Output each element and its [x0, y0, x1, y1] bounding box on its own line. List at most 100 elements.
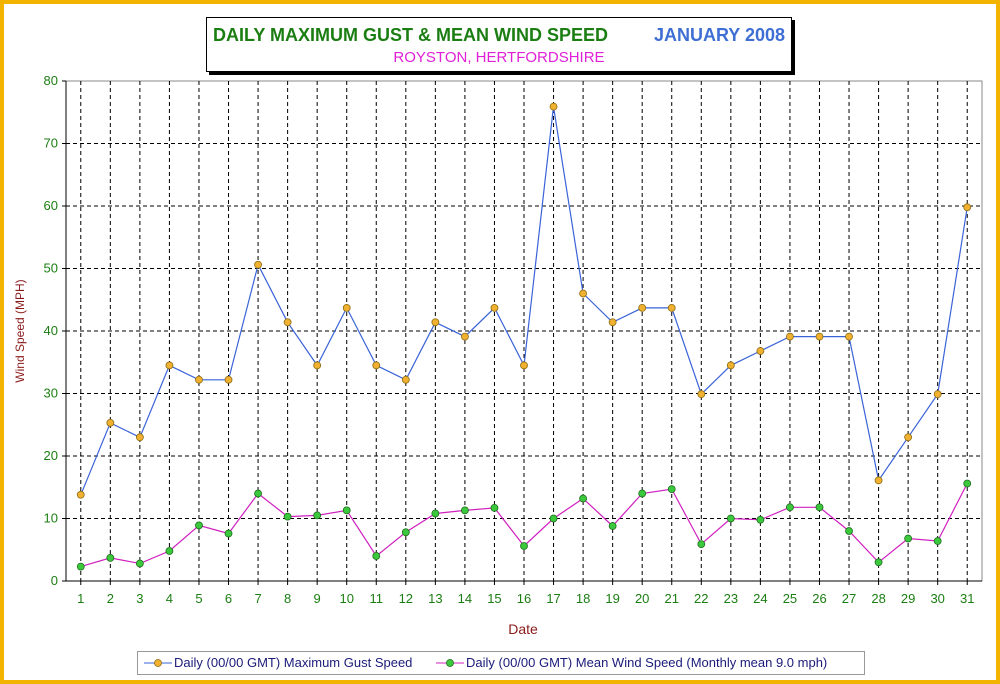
- x-tick-label: 5: [195, 591, 202, 606]
- data-point-mean: [165, 547, 174, 555]
- data-point-gust: [342, 303, 351, 312]
- data-point-gust: [401, 375, 410, 384]
- data-point-mean: [963, 479, 972, 488]
- data-point-gust: [461, 332, 469, 341]
- y-tick-label: 80: [44, 73, 58, 88]
- data-point-gust: [845, 332, 853, 341]
- data-point-mean: [520, 542, 528, 550]
- data-point-gust: [963, 203, 972, 212]
- data-point-gust: [579, 289, 587, 298]
- data-point-mean: [608, 522, 617, 530]
- y-tick-label: 20: [44, 448, 58, 463]
- chart-period: JANUARY 2008: [653, 25, 785, 45]
- x-tick-label: 11: [370, 591, 384, 606]
- data-point-mean: [135, 559, 144, 568]
- data-point-gust: [135, 433, 144, 442]
- data-point-mean: [638, 489, 647, 498]
- x-tick-label: 13: [428, 591, 442, 606]
- y-tick-label: 10: [44, 511, 58, 526]
- data-point-gust: [904, 433, 913, 442]
- data-point-mean: [786, 503, 794, 512]
- data-point-mean: [195, 521, 203, 530]
- legend: Daily (00/00 GMT) Maximum Gust Speed Dai…: [137, 651, 865, 675]
- data-point-mean: [845, 527, 853, 535]
- x-tick-label: 20: [635, 591, 649, 606]
- y-tick-label: 0: [51, 573, 58, 588]
- data-point-mean: [106, 553, 115, 562]
- x-tick-label: 14: [458, 591, 472, 606]
- data-point-mean: [76, 562, 85, 571]
- data-point-mean: [372, 552, 381, 560]
- data-point-mean: [756, 515, 765, 524]
- data-point-mean: [904, 534, 913, 543]
- data-point-gust: [195, 375, 203, 384]
- data-point-mean: [815, 503, 824, 512]
- x-tick-label: 17: [546, 591, 560, 606]
- data-point-gust: [313, 361, 322, 370]
- x-tick-label: 18: [576, 591, 590, 606]
- x-tick-label: 23: [724, 591, 738, 606]
- x-tick-label: 3: [136, 591, 143, 606]
- data-point-gust: [726, 361, 735, 370]
- data-point-mean: [933, 537, 942, 545]
- data-point-mean: [549, 514, 558, 523]
- y-tick-label: 40: [44, 323, 58, 338]
- chart-title: DAILY MAXIMUM GUST & MEAN WIND SPEED: [213, 25, 609, 45]
- x-tick-label: 19: [605, 591, 619, 606]
- data-point-gust: [106, 418, 115, 427]
- chart-subtitle: ROYSTON, HERTFORDSHIRE: [393, 49, 605, 66]
- axis-layer: [62, 80, 982, 585]
- y-tick-label: 60: [44, 198, 58, 213]
- x-tick-label: 21: [665, 591, 679, 606]
- data-point-gust: [874, 476, 883, 485]
- x-tick-label: 31: [960, 591, 974, 606]
- x-tick-label: 9: [314, 591, 321, 606]
- data-point-mean: [874, 558, 883, 567]
- data-point-gust: [638, 303, 647, 312]
- data-point-gust: [224, 375, 233, 384]
- data-point-gust: [786, 332, 794, 341]
- y-tick-label: 30: [44, 386, 58, 401]
- legend-label-gust: Daily (00/00 GMT) Maximum Gust Speed: [174, 655, 413, 670]
- x-tick-label: 24: [753, 591, 767, 606]
- x-tick-label: 27: [842, 591, 856, 606]
- x-tick-label: 25: [783, 591, 797, 606]
- data-point-mean: [342, 506, 351, 515]
- data-point-mean: [579, 494, 587, 503]
- x-tick-label: 10: [339, 591, 353, 606]
- x-tick-label: 7: [254, 591, 261, 606]
- data-point-mean: [224, 529, 233, 538]
- data-point-gust: [667, 303, 676, 312]
- data-point-gust: [815, 332, 824, 341]
- chart-title-box: DAILY MAXIMUM GUST & MEAN WIND SPEED JAN…: [206, 17, 792, 72]
- x-tick-label: 16: [517, 591, 531, 606]
- data-point-mean: [283, 512, 292, 521]
- data-point-mean: [254, 489, 262, 498]
- x-tick-label: 8: [284, 591, 291, 606]
- x-axis-label: Date: [508, 621, 538, 637]
- x-tick-label: 29: [901, 591, 915, 606]
- data-point-gust: [756, 347, 765, 355]
- x-tick-label: 26: [812, 591, 826, 606]
- data-point-mean: [431, 509, 440, 518]
- y-tick-label: 50: [44, 261, 58, 276]
- x-tick-label: 1: [77, 591, 84, 606]
- y-tick-label: 70: [44, 136, 58, 151]
- data-point-gust: [490, 303, 499, 312]
- x-tick-label: 28: [871, 591, 885, 606]
- x-tick-label: 12: [399, 591, 413, 606]
- data-point-mean: [461, 506, 469, 515]
- data-point-gust: [549, 102, 558, 111]
- data-point-mean: [697, 540, 706, 549]
- data-point-mean: [313, 511, 322, 520]
- data-point-gust: [608, 318, 617, 327]
- x-tick-label: 2: [107, 591, 114, 606]
- series-layer: [76, 102, 972, 571]
- data-point-gust: [697, 390, 706, 399]
- legend-swatch-mean-icon: [436, 659, 464, 667]
- x-tick-label: 4: [166, 591, 173, 606]
- x-tick-label: 15: [487, 591, 501, 606]
- grid-layer: [65, 80, 983, 582]
